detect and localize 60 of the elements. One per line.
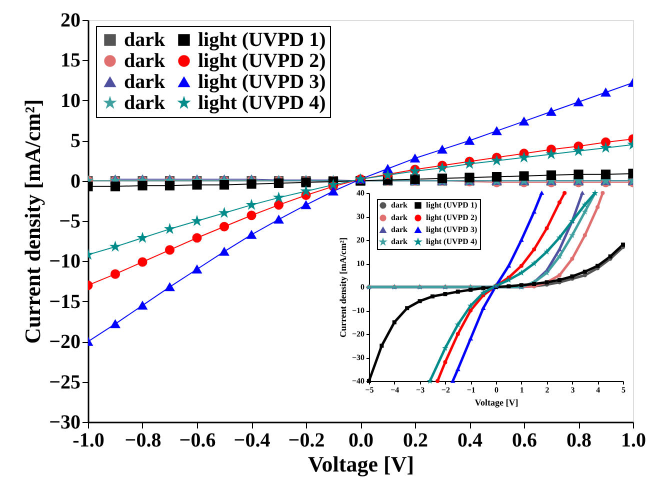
x-tick-label: −2 — [441, 386, 450, 394]
legend-label: dark — [391, 200, 408, 210]
y-tick-label: −5 — [59, 210, 80, 232]
x-tick-label: 0.2 — [403, 430, 428, 452]
y-tick-label: −20 — [352, 330, 364, 338]
legend-label: light (UVPD 2) — [426, 213, 478, 222]
x-tick-label: −0.8 — [124, 430, 162, 452]
x-tick-label: −3 — [416, 386, 425, 394]
y-tick-label: −25 — [49, 371, 80, 394]
y-tick-label: 20 — [60, 10, 80, 32]
x-tick-label: −0.4 — [234, 430, 270, 452]
legend-label: light (UVPD 4) — [426, 237, 478, 246]
legend-label: light (UVPD 2) — [198, 50, 326, 72]
legend-label: dark — [391, 225, 408, 234]
y-tick-label: 10 — [60, 90, 80, 112]
x-tick-label: 0.0 — [348, 430, 374, 452]
y-tick-label: 0 — [70, 170, 80, 192]
y-tick-label: 15 — [60, 50, 80, 72]
legend-label: light (UVPD 1) — [426, 200, 478, 210]
legend-label: light (UVPD 3) — [426, 225, 478, 234]
y-axis-title: Current density [mA/cm²] — [20, 99, 46, 344]
legend-label: light (UVPD 3) — [198, 71, 326, 93]
x-tick-label: 5 — [622, 386, 626, 394]
legend-label: dark — [124, 29, 166, 51]
x-tick-label: −0.2 — [288, 430, 325, 452]
x-tick-label: −4 — [390, 386, 400, 394]
x-axis-title: Voltage [V] — [308, 452, 414, 476]
x-tick-label: 0.8 — [566, 430, 592, 452]
x-tick-label: −0.6 — [179, 430, 216, 452]
y-tick-label: −20 — [49, 331, 80, 354]
legend-label: light (UVPD 4) — [198, 92, 326, 114]
legend-label: dark — [124, 92, 166, 114]
x-tick-label: 0 — [494, 386, 498, 394]
legend-label: dark — [391, 237, 408, 246]
y-tick-label: 10 — [356, 259, 364, 268]
legend-label: light (UVPD 1) — [198, 29, 326, 51]
x-tick-label: −5 — [365, 386, 374, 394]
x-tick-label: 1 — [520, 386, 524, 394]
x-tick-label: 2 — [545, 386, 550, 394]
y-tick-label: 0 — [360, 282, 364, 292]
legend-label: dark — [124, 50, 166, 72]
x-tick-label: 0.4 — [458, 430, 482, 452]
y-tick-label: 40 — [356, 188, 364, 198]
y-tick-label: 30 — [356, 212, 364, 221]
legend-label: dark — [391, 213, 408, 222]
x-tick-label: 4 — [596, 386, 600, 394]
y-tick-label: −40 — [352, 376, 364, 386]
x-tick-label: 0.6 — [512, 430, 537, 452]
legend-label: dark — [124, 71, 166, 93]
x-tick-label: 3 — [570, 386, 575, 394]
x-tick-label: −1 — [466, 386, 476, 394]
y-tick-label: 5 — [70, 130, 80, 152]
y-axis-title: Current density [mA/cm²] — [338, 237, 348, 338]
x-axis-title: Voltage [V] — [474, 398, 518, 408]
y-tick-label: 20 — [356, 236, 364, 244]
y-tick-label: −15 — [49, 290, 80, 313]
x-tick-label: 1.0 — [621, 430, 646, 452]
y-tick-label: −10 — [49, 250, 80, 273]
y-tick-label: −30 — [352, 353, 364, 362]
y-tick-label: −10 — [352, 306, 364, 315]
